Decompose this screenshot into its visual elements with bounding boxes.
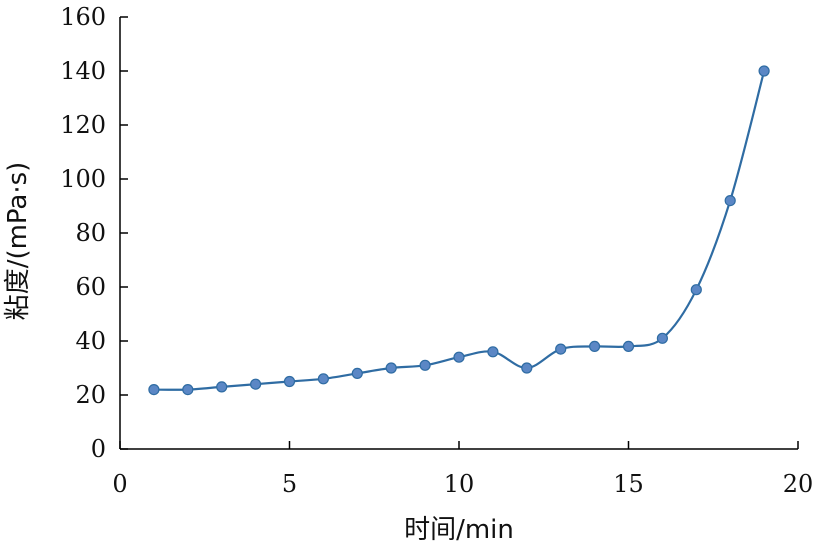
y-tick-label: 20 <box>75 381 106 409</box>
y-tick-label: 0 <box>91 435 106 463</box>
y-tick-label: 160 <box>60 3 106 31</box>
data-point <box>216 381 228 393</box>
data-point <box>622 340 635 352</box>
y-tick-label: 100 <box>60 165 106 193</box>
data-point <box>385 362 397 374</box>
x-axis-title: 时间/min <box>404 515 514 545</box>
axis-ticks: 0 20 40 60 80 100 120 140 160 0 5 10 15 20 <box>60 3 813 498</box>
y-tick-label: 120 <box>60 111 106 139</box>
x-tick-label: 0 <box>112 470 127 498</box>
data-point <box>419 359 431 371</box>
data-point <box>555 343 567 355</box>
data-point <box>656 332 669 344</box>
data-point <box>690 284 702 296</box>
data-point <box>521 362 533 374</box>
data-point <box>758 65 770 77</box>
data-point <box>487 346 499 358</box>
y-tick-label: 140 <box>60 57 106 85</box>
data-point <box>250 378 262 390</box>
series-line <box>153 70 766 391</box>
data-point <box>283 375 296 388</box>
data-point <box>351 367 363 379</box>
x-tick-label: 10 <box>444 470 475 498</box>
data-point <box>148 384 160 396</box>
y-tick-label: 60 <box>75 273 106 301</box>
data-point <box>453 351 465 363</box>
x-tick-label: 15 <box>613 470 644 498</box>
series-layer <box>148 65 770 396</box>
data-point <box>724 195 736 207</box>
x-tick-label: 5 <box>282 470 297 498</box>
data-point <box>588 340 601 352</box>
data-point <box>182 384 194 396</box>
y-tick-label: 80 <box>75 219 106 247</box>
y-tick-label: 40 <box>75 327 106 355</box>
x-tick-label: 20 <box>783 470 814 498</box>
y-axis-title: 粘度/(mPa·s) <box>3 162 33 321</box>
data-point <box>317 373 329 385</box>
